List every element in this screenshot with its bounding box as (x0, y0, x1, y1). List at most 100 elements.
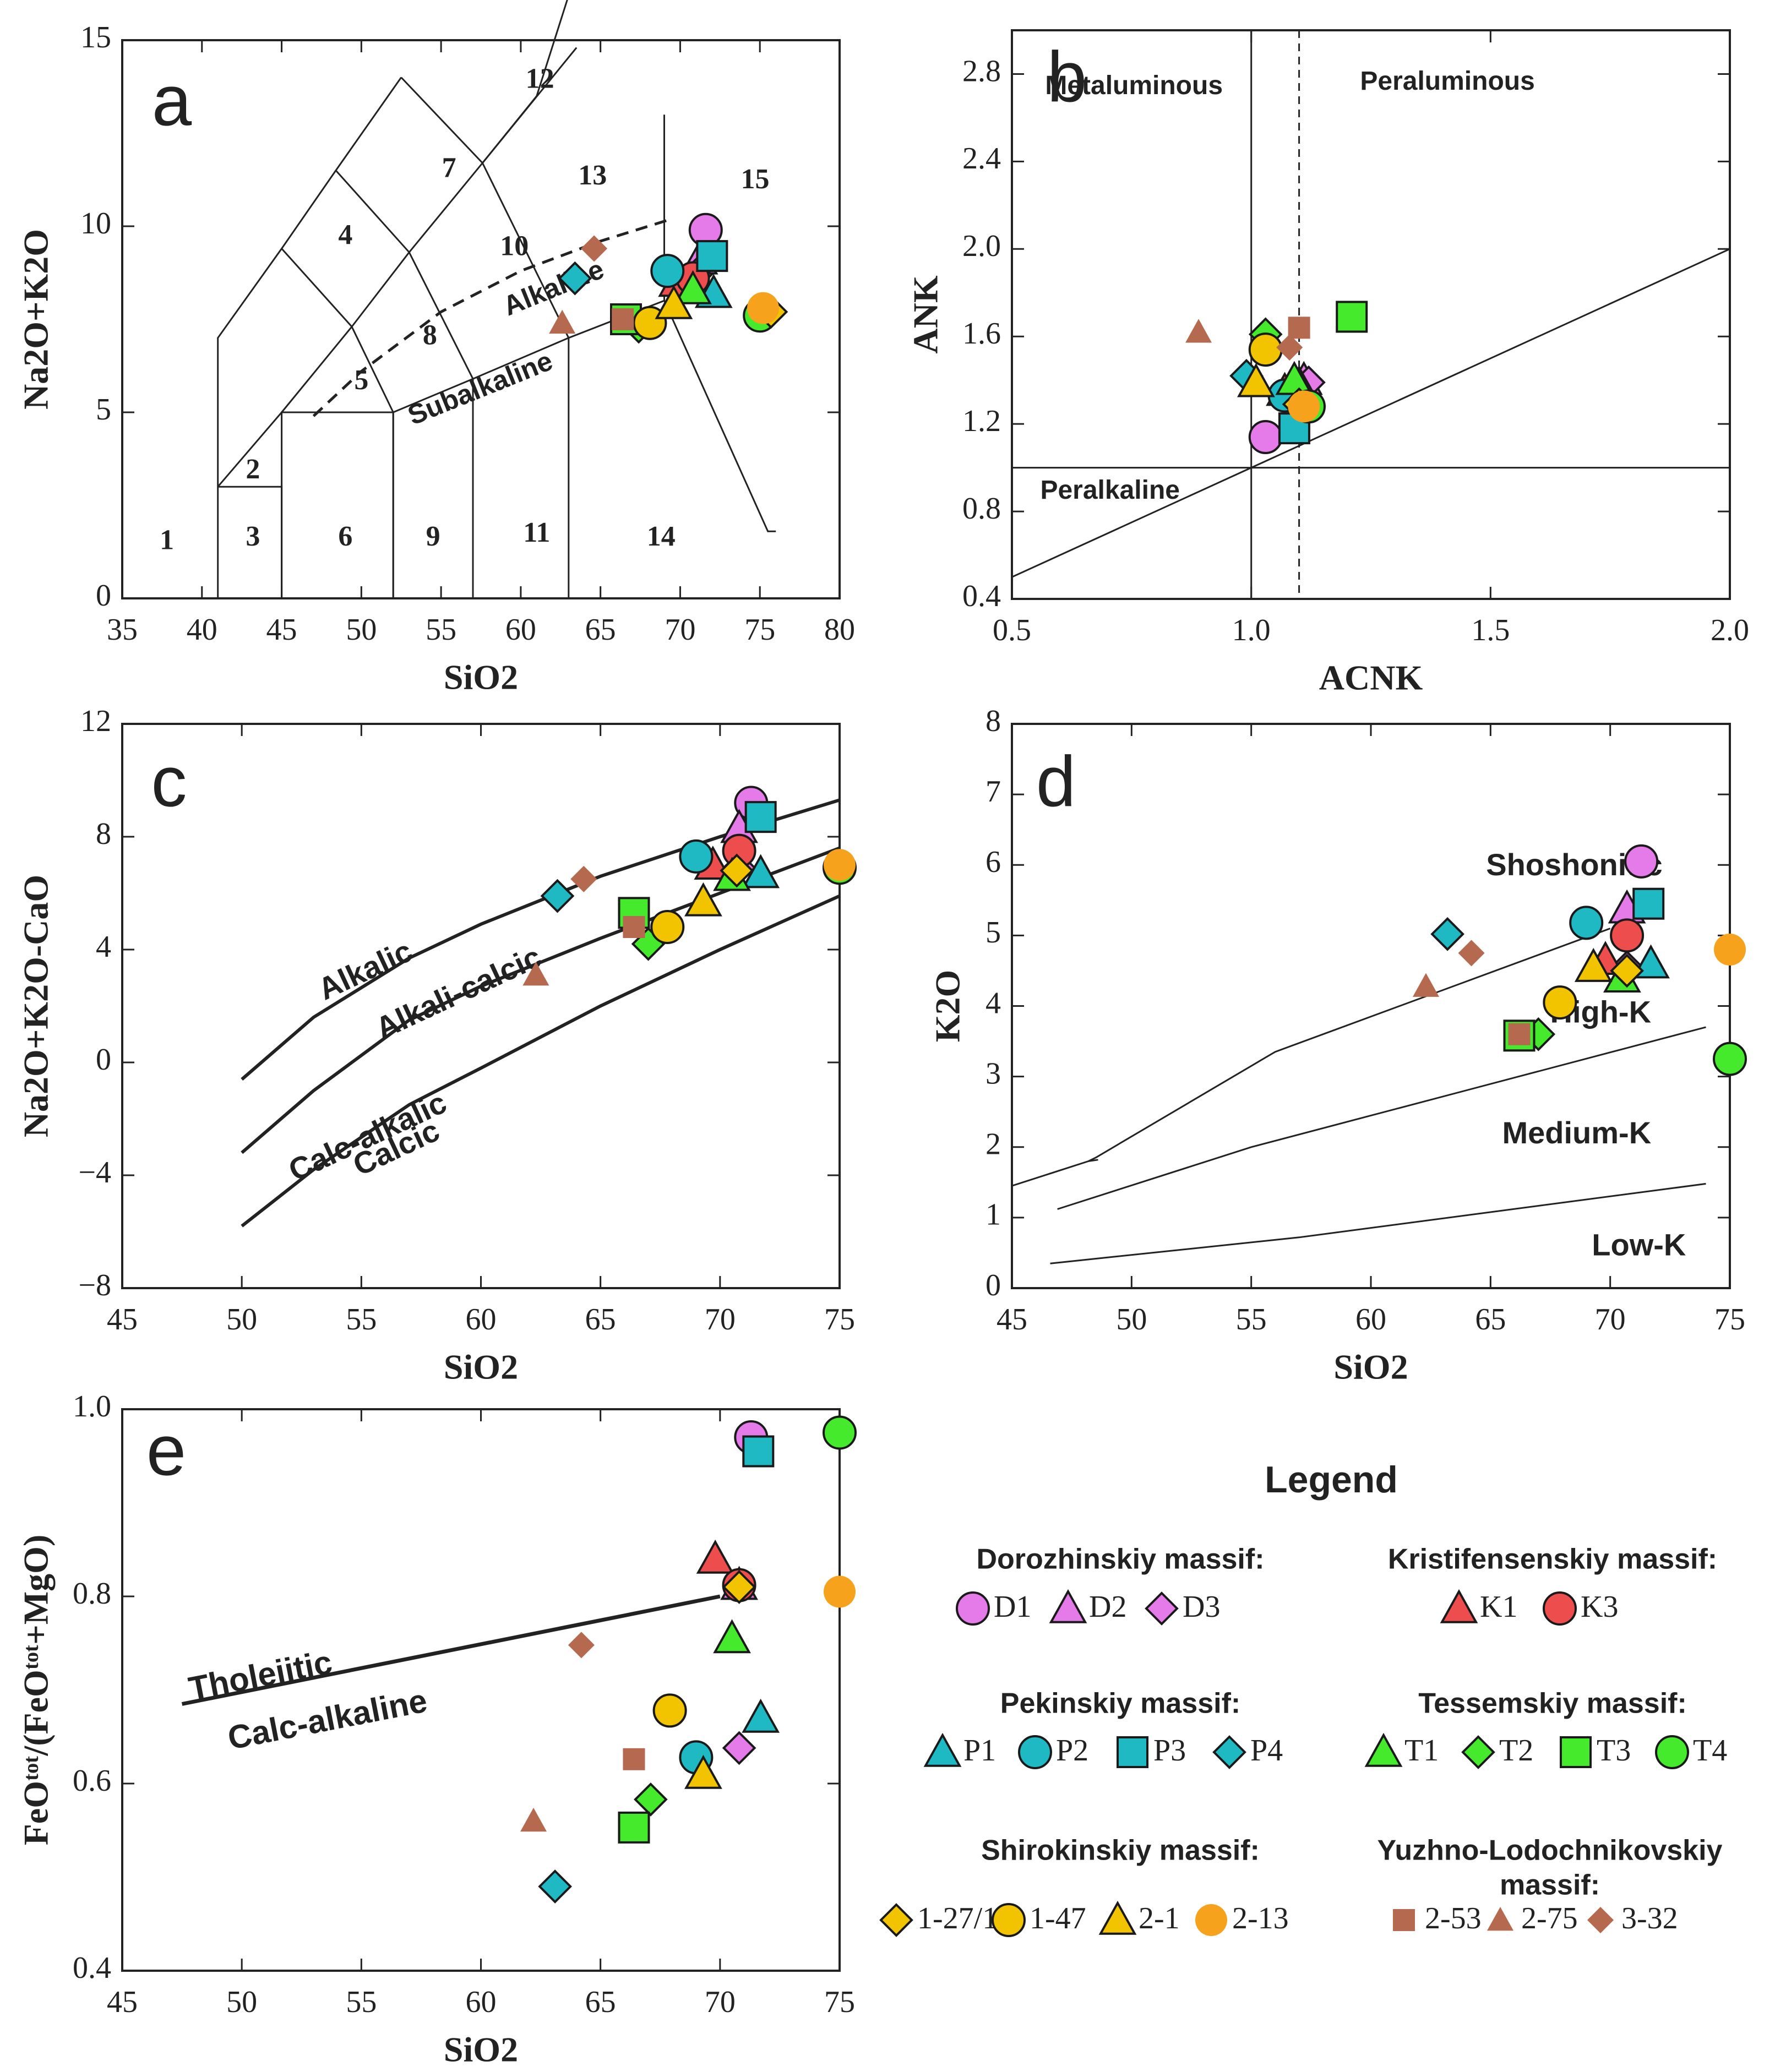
panel-letter-c: c (151, 741, 187, 821)
marker-legend-1-27/1 (879, 1903, 913, 1937)
panel-b: 0.5 1.0 1.5 2.0 0.4 0.8 1.2 1.6 2.0 2.4 2.8 ACNK ANK… (906, 29, 1749, 697)
marker-2-13 (824, 849, 856, 881)
marker-P2 (650, 254, 685, 288)
marker-T1 (674, 270, 712, 304)
marker-P3 (744, 801, 777, 833)
tas-field-number: 12 (526, 63, 554, 94)
y-axis-title: K2O (928, 970, 967, 1043)
legend-item-label: P4 (1250, 1733, 1283, 1768)
x-axis-title: SiO2 (444, 658, 518, 697)
marker-D1 (1248, 419, 1283, 454)
marker-legend-T3 (1560, 1736, 1592, 1768)
x-axis-title: SiO2 (1333, 1348, 1408, 1387)
panel-d: 45 50 55 60 65 70 75012345678SiO2K2OdShoshonit… (928, 704, 1747, 1387)
x-tick-label: 35 (107, 613, 138, 647)
marker-2-53 (623, 916, 645, 938)
y-tick-label: 0.6 (73, 1764, 111, 1798)
marker-1-47 (1248, 332, 1283, 367)
marker-2-75 (1185, 319, 1212, 343)
label-metaluminous: Metaluminous (1045, 71, 1223, 100)
y-axis-title: Na2O+K2O-CaO (17, 875, 56, 1137)
legend-item-label: 2-13 (1232, 1901, 1289, 1935)
legend-group-title: Yuzhno-Lodochnikovskiy (1377, 1835, 1723, 1867)
x-tick-label: 50 (226, 1985, 257, 2019)
y-tick-label: 1.6 (962, 317, 1001, 351)
y-tick-label: 1.2 (962, 404, 1001, 438)
boundary-alkali-calcic (241, 846, 841, 1154)
marker-3-32 (581, 235, 608, 262)
x-tick-label: 70 (705, 1302, 736, 1337)
y-tick-label: 0 (96, 579, 111, 613)
marker-T2 (634, 1782, 668, 1817)
panel-letter-d: d (1036, 741, 1076, 821)
legend-group-title: Kristifensenskiy massif: (1388, 1544, 1717, 1575)
marker-3-32 (1458, 940, 1485, 967)
x-tick-label: 60 (466, 1302, 497, 1337)
tas-field-number: 8 (423, 320, 437, 351)
legend-item-label: T3 (1597, 1733, 1631, 1768)
tas-field-number: 9 (426, 521, 440, 552)
legend-group-title: massif: (1500, 1869, 1600, 1901)
marker-1-27/1 (720, 853, 754, 888)
x-tick-label: 50 (1116, 1302, 1147, 1337)
legend-item-label: D3 (1183, 1590, 1220, 1624)
y-tick-label: 12 (80, 704, 111, 738)
y-tick-label: 0.4 (73, 1951, 111, 1985)
marker-legend-P2 (1018, 1735, 1052, 1769)
marker-T4 (1713, 1042, 1747, 1076)
tas-field-number: 15 (741, 163, 770, 195)
marker-2-53 (612, 308, 634, 330)
marker-3-32 (1276, 334, 1303, 361)
boundary-calc-alkalic (241, 894, 841, 1228)
legend-item-label: T1 (1404, 1733, 1439, 1768)
marker-legend-P1 (923, 1732, 962, 1767)
legend-item-label: T4 (1693, 1733, 1727, 1768)
marker-K1 (696, 1539, 734, 1574)
field-boundary (281, 248, 394, 413)
y-tick-label: 8 (96, 817, 111, 851)
boundary-tick (1088, 1159, 1098, 1162)
marker-D3 (722, 1731, 756, 1765)
marker-1-27/1 (722, 1570, 756, 1604)
tas-field-number: 10 (500, 230, 529, 261)
marker-P4 (558, 261, 592, 296)
x-tick-label: 75 (824, 1302, 855, 1337)
panel-e: 45 50 55 60 65 70 75 0.4 0.6 0.8 1.0 SiO2 FeOᵗᵒᵗ/(Fe… (17, 1389, 857, 2069)
legend-item-label: K3 (1581, 1590, 1618, 1624)
x-tick-label: 60 (1355, 1302, 1386, 1337)
marker-2-75 (522, 962, 549, 986)
marker-legend-K3 (1543, 1591, 1577, 1626)
boundary-tholeiitic (181, 1594, 721, 1706)
x-tick-label: 65 (585, 613, 616, 647)
x-tick-label: 45 (107, 1302, 138, 1337)
boundary-high-k (1057, 1026, 1706, 1210)
marker-legend-P3 (1117, 1736, 1148, 1768)
x-tick-label: 55 (426, 613, 456, 647)
tas-field-number: 13 (578, 160, 607, 191)
x-tick-label: 55 (1236, 1302, 1267, 1337)
tas-field-number: 14 (647, 521, 676, 552)
plot-frame-a (121, 39, 841, 599)
x-tick-label: 1.5 (1471, 613, 1510, 647)
legend-item-label: 3-32 (1621, 1901, 1678, 1935)
marker-legend-T2 (1461, 1735, 1495, 1769)
label-peraluminous: Peraluminous (1360, 67, 1534, 96)
panel-letter-e: e (146, 1410, 186, 1490)
marker-1-27/1 (1610, 953, 1644, 988)
marker-2-53 (1288, 317, 1310, 339)
x-tick-label: 2.0 (1711, 613, 1749, 647)
marker-3-32 (568, 1632, 595, 1659)
tas-field-number: 2 (246, 454, 260, 485)
x-tick-label: 55 (346, 1985, 377, 2019)
x-axis-title: SiO2 (444, 1348, 518, 1387)
tas-field-number: 11 (523, 517, 550, 548)
marker-legend-D1 (956, 1591, 990, 1626)
marker-legend-2-75 (1487, 1907, 1513, 1931)
legend-group-title: Dorozhinskiy massif: (976, 1544, 1264, 1575)
marker-T3 (1336, 301, 1368, 333)
legend-item-label: D2 (1089, 1590, 1126, 1624)
y-tick-label: 2 (985, 1127, 1001, 1162)
marker-legend-1-47 (992, 1903, 1026, 1937)
y-tick-label: 4 (96, 930, 111, 964)
x-tick-label: 65 (585, 1985, 616, 2019)
